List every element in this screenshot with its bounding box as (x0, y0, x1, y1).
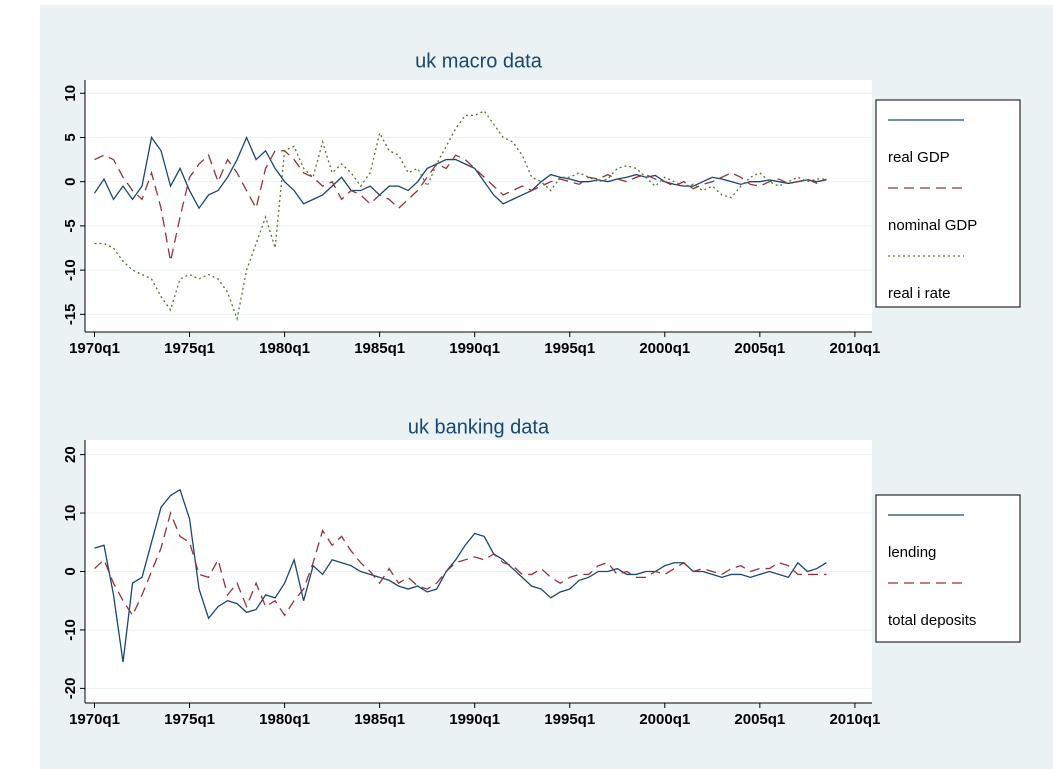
x-tick-label: 1990q1 (449, 711, 500, 728)
legend-label: total deposits (888, 612, 976, 629)
series-line (94, 110, 827, 322)
legend-label: real GDP (888, 149, 950, 166)
y-tick-label: 0 (62, 178, 79, 186)
y-tick-label: -10 (62, 259, 79, 281)
legend-label: nominal GDP (888, 217, 977, 234)
x-tick-label: 1975q1 (164, 711, 215, 728)
x-tick-label: 2000q1 (639, 711, 690, 728)
legend-label: lending (888, 544, 936, 561)
legend-box (875, 99, 1021, 308)
y-tick-label: 0 (62, 567, 79, 575)
y-tick-label: 20 (62, 446, 79, 463)
y-tick-label: -5 (62, 219, 79, 232)
series-line (94, 511, 827, 617)
y-tick-label: 5 (62, 133, 79, 141)
x-tick-label: 1985q1 (354, 340, 405, 357)
y-tick-label: -15 (62, 303, 79, 325)
x-tick-label: 2005q1 (734, 340, 785, 357)
series-line (94, 488, 827, 663)
series-line (94, 150, 827, 262)
x-tick-label: 1975q1 (164, 340, 215, 357)
x-tick-label: 1970q1 (69, 711, 120, 728)
x-tick-label: 1995q1 (544, 711, 595, 728)
x-tick-label: 1995q1 (544, 340, 595, 357)
x-tick-label: 2000q1 (639, 340, 690, 357)
series-line (93, 135, 827, 210)
legend-label: real i rate (888, 285, 951, 302)
y-tick-label: 10 (62, 85, 79, 102)
x-tick-label: 2010q1 (829, 340, 880, 357)
x-tick-label: 1980q1 (259, 711, 310, 728)
y-tick-label: -10 (62, 619, 79, 641)
x-tick-label: 1990q1 (449, 340, 500, 357)
x-tick-label: 2010q1 (829, 711, 880, 728)
chart-title: uk banking data (408, 416, 550, 438)
x-tick-label: 1980q1 (259, 340, 310, 357)
plot-area (85, 80, 872, 332)
y-tick-label: -20 (62, 678, 79, 700)
legend-box (875, 494, 1021, 643)
x-tick-label: 1970q1 (69, 340, 120, 357)
x-tick-label: 2005q1 (734, 711, 785, 728)
x-tick-label: 1985q1 (354, 711, 405, 728)
chart-title: uk macro data (415, 50, 543, 72)
y-tick-label: 10 (62, 505, 79, 522)
